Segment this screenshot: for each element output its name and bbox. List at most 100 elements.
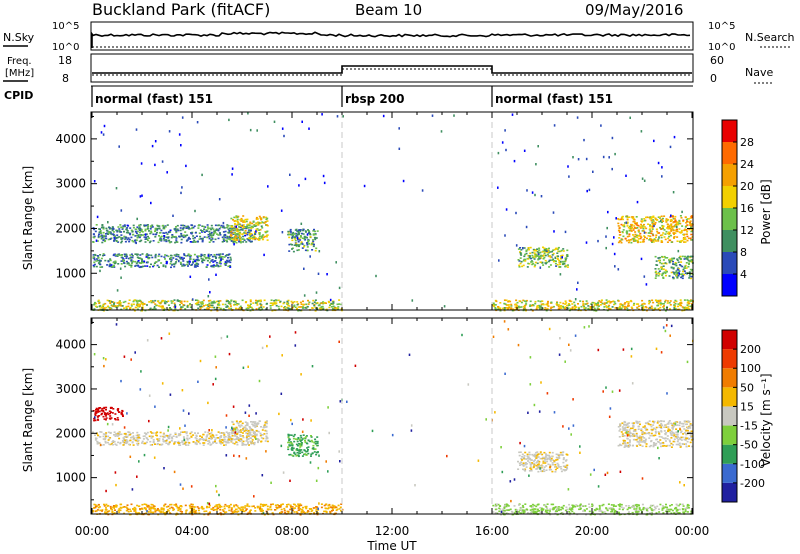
scatter-cell — [228, 432, 231, 434]
scatter-cell — [536, 305, 539, 307]
nave-series — [92, 68, 692, 76]
scatter-cell — [99, 230, 102, 232]
scatter-cell — [660, 236, 663, 239]
scatter-cell — [292, 507, 295, 510]
scatter-cell — [311, 509, 314, 512]
scatter-cell — [208, 506, 211, 509]
scatter-cell — [629, 116, 631, 119]
scatter-cell — [662, 217, 664, 220]
scatter-cell — [210, 231, 213, 234]
scatter-cell — [187, 254, 189, 257]
scatter-cell — [617, 225, 620, 227]
scatter-cell — [164, 265, 167, 268]
scatter-cell — [107, 439, 110, 441]
scatter-cell — [103, 418, 106, 420]
scatter-cell — [631, 223, 634, 226]
scatter-cell — [270, 508, 273, 511]
scatter-cell — [96, 215, 99, 219]
scatter-cell — [117, 432, 120, 435]
scatter-cell — [322, 308, 325, 311]
scatter-cell — [94, 504, 97, 506]
scatter-cell — [607, 210, 609, 214]
scatter-cell — [227, 435, 230, 437]
scatter-cell — [336, 508, 339, 511]
scatter-cell — [307, 448, 309, 451]
scatter-cell — [218, 304, 221, 306]
scatter-cell — [288, 454, 291, 456]
scatter-cell — [312, 448, 315, 450]
scatter-cell — [652, 504, 655, 507]
scatter-cell — [316, 436, 319, 438]
scatter-cell — [185, 432, 188, 435]
scatter-cell — [243, 510, 246, 513]
scatter-cell — [236, 505, 239, 507]
scatter-cell — [634, 233, 637, 236]
scatter-cell — [249, 509, 252, 511]
scatter-cell — [264, 421, 267, 424]
scatter-cell — [199, 305, 202, 308]
scatter-cell — [635, 216, 638, 218]
scatter-cell — [208, 302, 211, 305]
scatter-cell — [164, 300, 167, 302]
scatter-cell — [590, 303, 593, 305]
scatter-cell — [180, 235, 183, 237]
scatter-cell — [178, 259, 180, 263]
scatter-cell — [222, 237, 225, 240]
scatter-cell — [236, 436, 239, 438]
scatter-cell — [244, 427, 247, 429]
scatter-cell — [203, 438, 206, 441]
scatter-cell — [221, 303, 224, 306]
scatter-cell — [150, 301, 153, 304]
scatter-cell — [248, 433, 250, 436]
scatter-cell — [684, 216, 687, 218]
scatter-cell — [134, 439, 137, 442]
scatter-cell — [690, 268, 693, 271]
scatter-cell — [118, 230, 121, 232]
scatter-cell — [147, 254, 150, 256]
scatter-cell — [534, 261, 537, 264]
scatter-cell — [217, 437, 219, 439]
scatter-cell — [668, 275, 671, 277]
scatter-cell — [132, 508, 135, 510]
scatter-cell — [306, 246, 309, 248]
scatter-cell — [605, 306, 608, 309]
scatter-cell — [675, 262, 678, 265]
scatter-cell — [650, 238, 653, 240]
scatter-cell — [223, 440, 225, 443]
scatter-cell — [269, 305, 272, 307]
scatter-cell — [670, 271, 673, 274]
scatter-cell — [310, 508, 312, 510]
scatter-cell — [541, 307, 544, 309]
scatter-cell — [662, 220, 665, 222]
scatter-cell — [303, 237, 306, 239]
scatter-cell — [120, 234, 123, 236]
scatter-cell — [538, 304, 541, 307]
scatter-cell — [116, 230, 119, 233]
scatter-cell — [587, 305, 590, 307]
scatter-cell — [194, 236, 196, 239]
scatter-cell — [545, 249, 548, 252]
scatter-cell — [293, 451, 296, 454]
scatter-cell — [298, 443, 300, 445]
scatter-cell — [179, 256, 182, 259]
scatter-cell — [203, 225, 205, 228]
scatter-cell — [544, 254, 547, 257]
scatter-cell — [174, 229, 177, 231]
scatter-cell — [210, 304, 213, 307]
scatter-cell — [225, 441, 228, 444]
scatter-cell — [505, 304, 508, 306]
scatter-cell — [130, 266, 133, 268]
scatter-cell — [201, 301, 204, 303]
scatter-cell — [301, 307, 304, 309]
scatter-cell — [528, 255, 531, 257]
scatter-cell — [147, 225, 150, 228]
scatter-cell — [231, 438, 234, 441]
noise-left-tick-top: 10^5 — [52, 21, 79, 32]
scatter-cell — [674, 232, 677, 234]
scatter-cell — [312, 233, 315, 235]
scatter-cell — [178, 235, 181, 238]
scatter-cell — [239, 239, 242, 241]
scatter-cell — [558, 266, 561, 268]
scatter-cell — [118, 145, 120, 148]
scatter-cell — [640, 509, 643, 511]
